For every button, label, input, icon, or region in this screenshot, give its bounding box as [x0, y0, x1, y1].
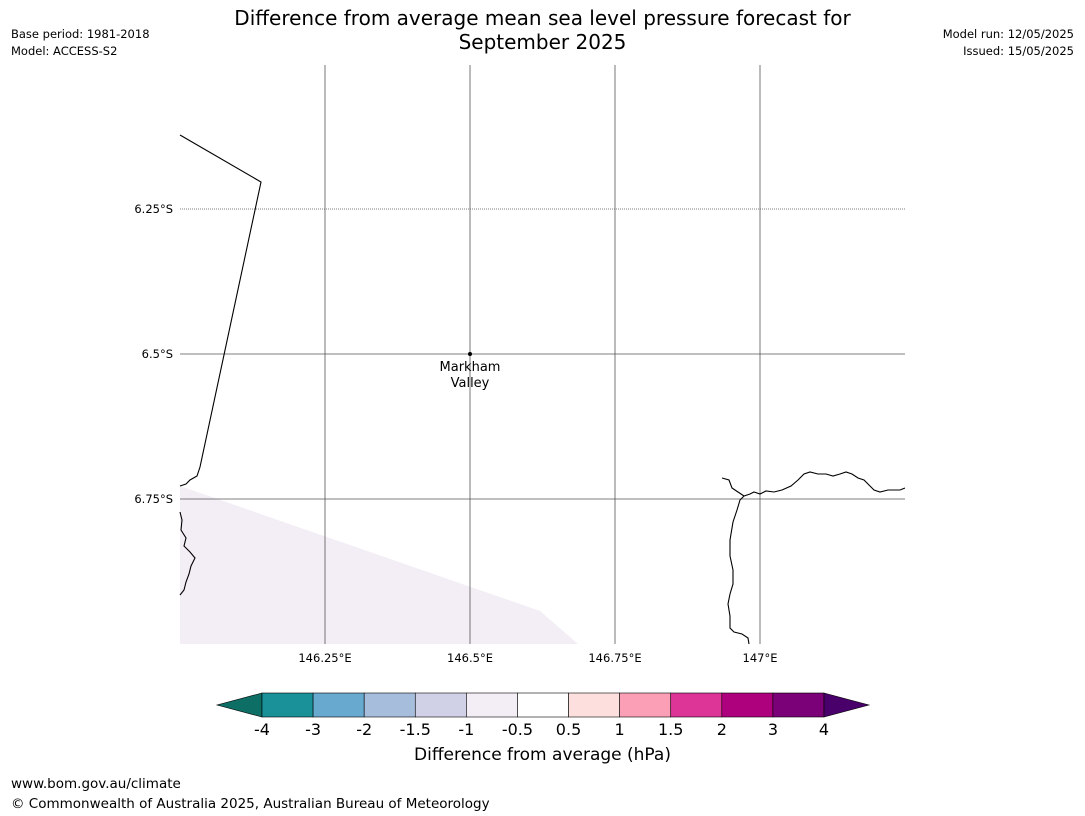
chart-title: Difference from average mean sea level p…: [0, 6, 1085, 54]
issued-date: Issued: 15/05/2025: [963, 44, 1074, 58]
footer-copyright: © Commonwealth of Australia 2025, Austra…: [11, 796, 490, 812]
colorbar: [215, 692, 871, 718]
colorbar-segment: [261, 692, 314, 718]
meta-right: Model run: 12/05/2025 Issued: 15/05/2025: [943, 26, 1074, 60]
base-period: Base period: 1981-2018: [11, 27, 150, 41]
colorbar-tick-label: 3: [767, 720, 778, 739]
colorbar-extend-low: [215, 692, 263, 718]
lon-label-146-25: 146.25°E: [298, 651, 352, 665]
colorbar-tick-label: 2: [716, 720, 727, 739]
markham-valley-marker: [468, 352, 472, 356]
lon-label-147: 147°E: [742, 651, 778, 665]
model-run: Model run: 12/05/2025: [942, 27, 1074, 41]
place-label-line-1: Markham: [439, 360, 501, 375]
colorbar-segment: [772, 692, 825, 718]
shaded-anomaly-region: [180, 486, 578, 644]
colorbar-tick-label: -1: [458, 720, 475, 739]
colorbar-segment: [312, 692, 365, 718]
title-line-2: September 2025: [458, 30, 627, 54]
colorbar-tick-label: -4: [254, 720, 270, 739]
coastlines: [179, 134, 906, 645]
lat-label-6-5: 6.5°S: [141, 347, 173, 361]
colorbar-title: Difference from average (hPa): [414, 745, 671, 765]
lat-label-6-75: 6.75°S: [134, 492, 173, 506]
colorbar-segment: [721, 692, 774, 718]
colorbar-segment: [619, 692, 672, 718]
colorbar-tick-label: -2: [356, 720, 373, 739]
border-west: [179, 134, 262, 487]
lon-label-146-75: 146.75°E: [588, 651, 642, 665]
colorbar-tick-label: 0.5: [555, 720, 582, 739]
colorbar-tick-label: -3: [305, 720, 322, 739]
colorbar-tick-label: -1.5: [399, 720, 431, 739]
coast-west-lower: [179, 511, 196, 596]
title-line-1: Difference from average mean sea level p…: [234, 6, 851, 30]
colorbar-segment: [363, 692, 416, 718]
colorbar-extend-high: [823, 692, 871, 718]
coast-east-south: [727, 495, 750, 645]
colorbar-segment: [466, 692, 518, 718]
footer-url: www.bom.gov.au/climate: [11, 776, 181, 792]
colorbar-tick-label: 1: [614, 720, 625, 739]
lat-label-6-25: 6.25°S: [134, 202, 173, 216]
model-name: Model: ACCESS-S2: [11, 44, 118, 58]
colorbar-segment: [517, 692, 569, 718]
gridlines: [180, 65, 905, 644]
colorbar-tick-label: 4: [818, 720, 830, 739]
colorbar-segment: [568, 692, 620, 718]
colorbar-segment: [670, 692, 723, 718]
place-label-markham-valley: Markham Valley: [440, 360, 501, 392]
place-label-line-2: Valley: [450, 376, 490, 391]
lon-label-146-5: 146.5°E: [447, 651, 493, 665]
colorbar-tick-label: -0.5: [501, 720, 534, 739]
colorbar-tick-label: 1.5: [657, 720, 684, 739]
colorbar-segment: [414, 692, 467, 718]
meta-left: Base period: 1981-2018 Model: ACCESS-S2: [11, 26, 150, 60]
coast-east: [721, 471, 906, 497]
